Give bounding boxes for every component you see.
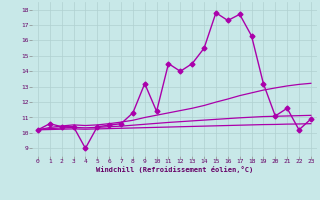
X-axis label: Windchill (Refroidissement éolien,°C): Windchill (Refroidissement éolien,°C) — [96, 166, 253, 173]
